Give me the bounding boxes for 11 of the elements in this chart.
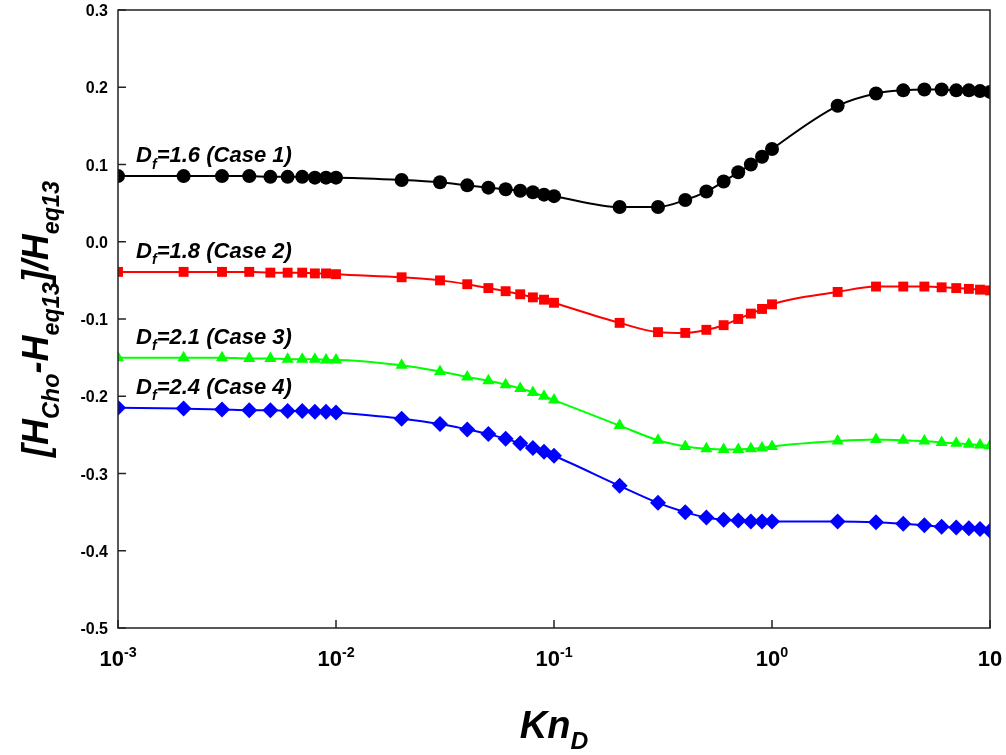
y-tick-label: 0.1 (85, 156, 109, 174)
y-tick-label: -0.3 (80, 465, 109, 483)
y-tick-label: 0.0 (85, 233, 109, 251)
y-tick-label: 0.2 (85, 79, 109, 97)
y-tick-label: -0.5 (80, 620, 109, 637)
y-tick-label: -0.2 (80, 388, 109, 406)
y-tick-label: 0.3 (85, 2, 109, 19)
y-tick-label: -0.4 (80, 542, 109, 560)
y-tick-label: -0.1 (80, 311, 109, 328)
x-tick-label: 10 (977, 646, 1003, 671)
y-axis-title: [HCho-Heq13]/Heq13 (15, 180, 64, 459)
